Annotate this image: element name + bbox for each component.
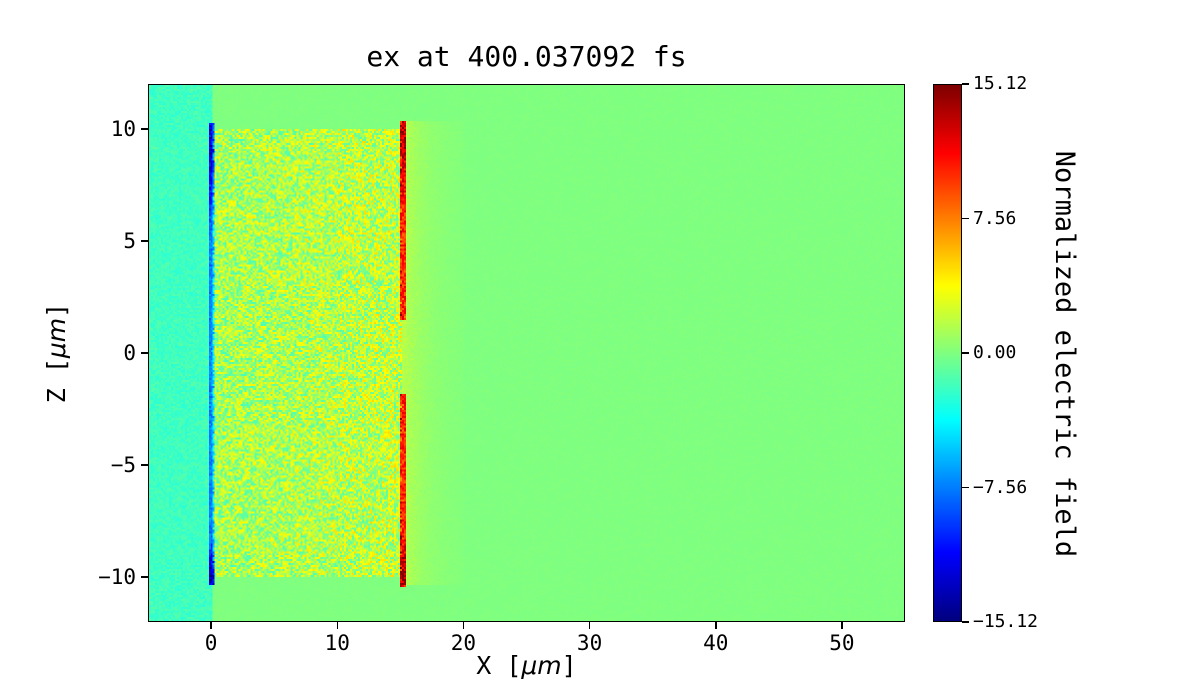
z-tick-mark <box>141 128 148 130</box>
z-tick-mark <box>141 576 148 578</box>
x-tick-label: 0 <box>204 631 218 655</box>
colorbar-tick-label: 0.00 <box>973 342 1017 363</box>
z-tick-label: 0 <box>123 341 136 365</box>
z-tick-label: 5 <box>123 228 136 253</box>
colorbar-tick-mark <box>962 486 969 489</box>
z-tick-label: −10 <box>98 565 136 590</box>
x-tick-mark <box>210 622 212 629</box>
x-tick-mark <box>462 622 465 629</box>
colorbar-tick-label: 15.12 <box>973 73 1028 94</box>
x-tick-mark <box>588 622 591 629</box>
y-axis-label-suffix: ] <box>42 302 71 318</box>
colorbar-tick-label: 7.56 <box>973 207 1017 229</box>
z-tick-label: −5 <box>110 453 136 478</box>
x-axis-label-prefix: X [ <box>476 651 522 680</box>
colorbar-tick-mark <box>962 83 969 85</box>
x-axis-label: X [μm] <box>148 651 905 680</box>
x-tick-mark <box>841 622 843 629</box>
z-tick-mark <box>141 464 148 466</box>
z-tick-mark <box>141 240 148 242</box>
colorbar-gradient-canvas <box>934 85 961 621</box>
x-tick-label: 40 <box>703 631 729 655</box>
colorbar-tick-mark <box>962 217 969 220</box>
colorbar-tick-mark <box>962 352 969 354</box>
colorbar-tick-mark <box>962 621 969 623</box>
colorbar-tick-label: −7.56 <box>973 476 1028 498</box>
plot-title: ex at 400.037092 fs <box>366 40 687 73</box>
x-axis-label-suffix: ] <box>561 651 577 680</box>
colorbar-tick-label: −15.12 <box>973 611 1039 632</box>
x-tick-label: 10 <box>324 631 350 655</box>
colorbar <box>933 84 962 622</box>
x-tick-mark <box>715 622 717 629</box>
heatmap-plot-area <box>148 84 905 622</box>
heatmap-canvas <box>149 85 904 621</box>
z-tick-mark <box>141 352 148 354</box>
x-tick-label: 20 <box>450 631 477 655</box>
x-tick-label: 50 <box>829 631 855 655</box>
x-tick-mark <box>336 622 338 629</box>
x-axis-label-unit: μm <box>521 651 562 680</box>
x-tick-label: 30 <box>576 631 603 655</box>
z-tick-label: 10 <box>110 116 136 141</box>
